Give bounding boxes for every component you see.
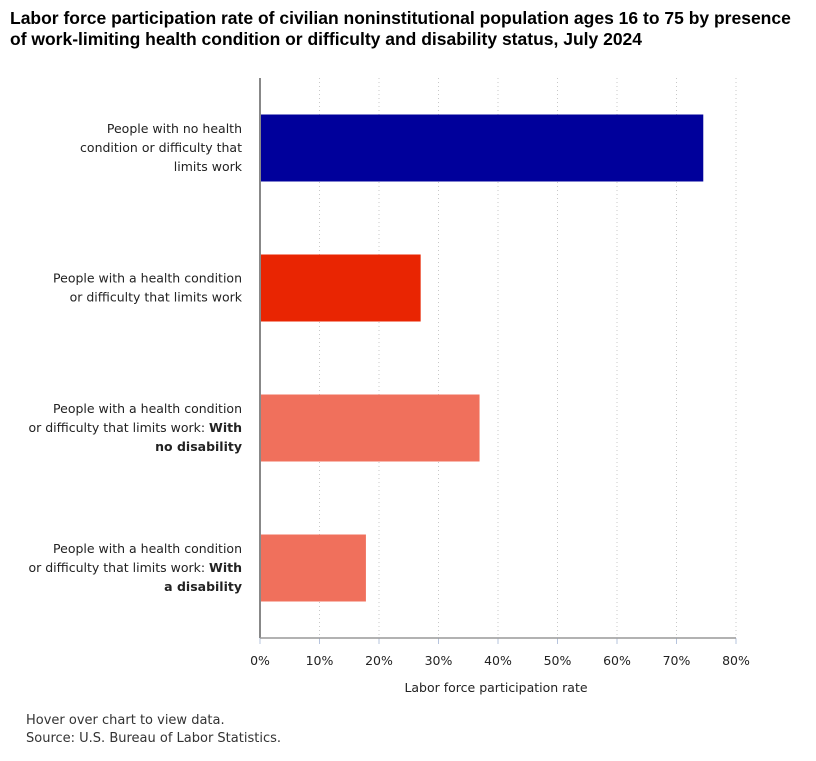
x-tick-label: 10% xyxy=(306,653,334,668)
x-tick-label: 0% xyxy=(250,653,270,668)
category-label: a disability xyxy=(164,579,242,594)
bar[interactable] xyxy=(260,254,421,322)
x-axis-title: Labor force participation rate xyxy=(404,680,587,695)
source-note: Source: U.S. Bureau of Labor Statistics. xyxy=(26,731,281,746)
x-tick-label: 80% xyxy=(722,653,750,668)
category-label: no disability xyxy=(155,439,242,454)
bar[interactable] xyxy=(260,394,480,462)
bar[interactable] xyxy=(260,114,704,182)
category-label: limits work xyxy=(174,159,243,174)
x-tick-label: 30% xyxy=(425,653,453,668)
category-label: People with a health condition xyxy=(53,401,242,416)
x-tick-label: 20% xyxy=(365,653,393,668)
category-label: condition or difficulty that xyxy=(80,140,242,155)
category-label: or difficulty that limits work: With xyxy=(28,560,242,575)
hover-note: Hover over chart to view data. xyxy=(26,713,225,728)
category-label: People with a health condition xyxy=(53,541,242,556)
x-tick-label: 60% xyxy=(603,653,631,668)
bar[interactable] xyxy=(260,534,366,602)
category-label: People with no health xyxy=(107,121,242,136)
category-label: or difficulty that limits work: With xyxy=(28,420,242,435)
category-label: or difficulty that limits work xyxy=(70,290,243,305)
chart-footer: Hover over chart to view data. Source: U… xyxy=(26,712,281,748)
chart-title: Labor force participation rate of civili… xyxy=(10,8,791,49)
x-tick-label: 70% xyxy=(663,653,691,668)
category-label: People with a health condition xyxy=(53,271,242,286)
x-tick-label: 50% xyxy=(544,653,572,668)
x-tick-label: 40% xyxy=(484,653,512,668)
